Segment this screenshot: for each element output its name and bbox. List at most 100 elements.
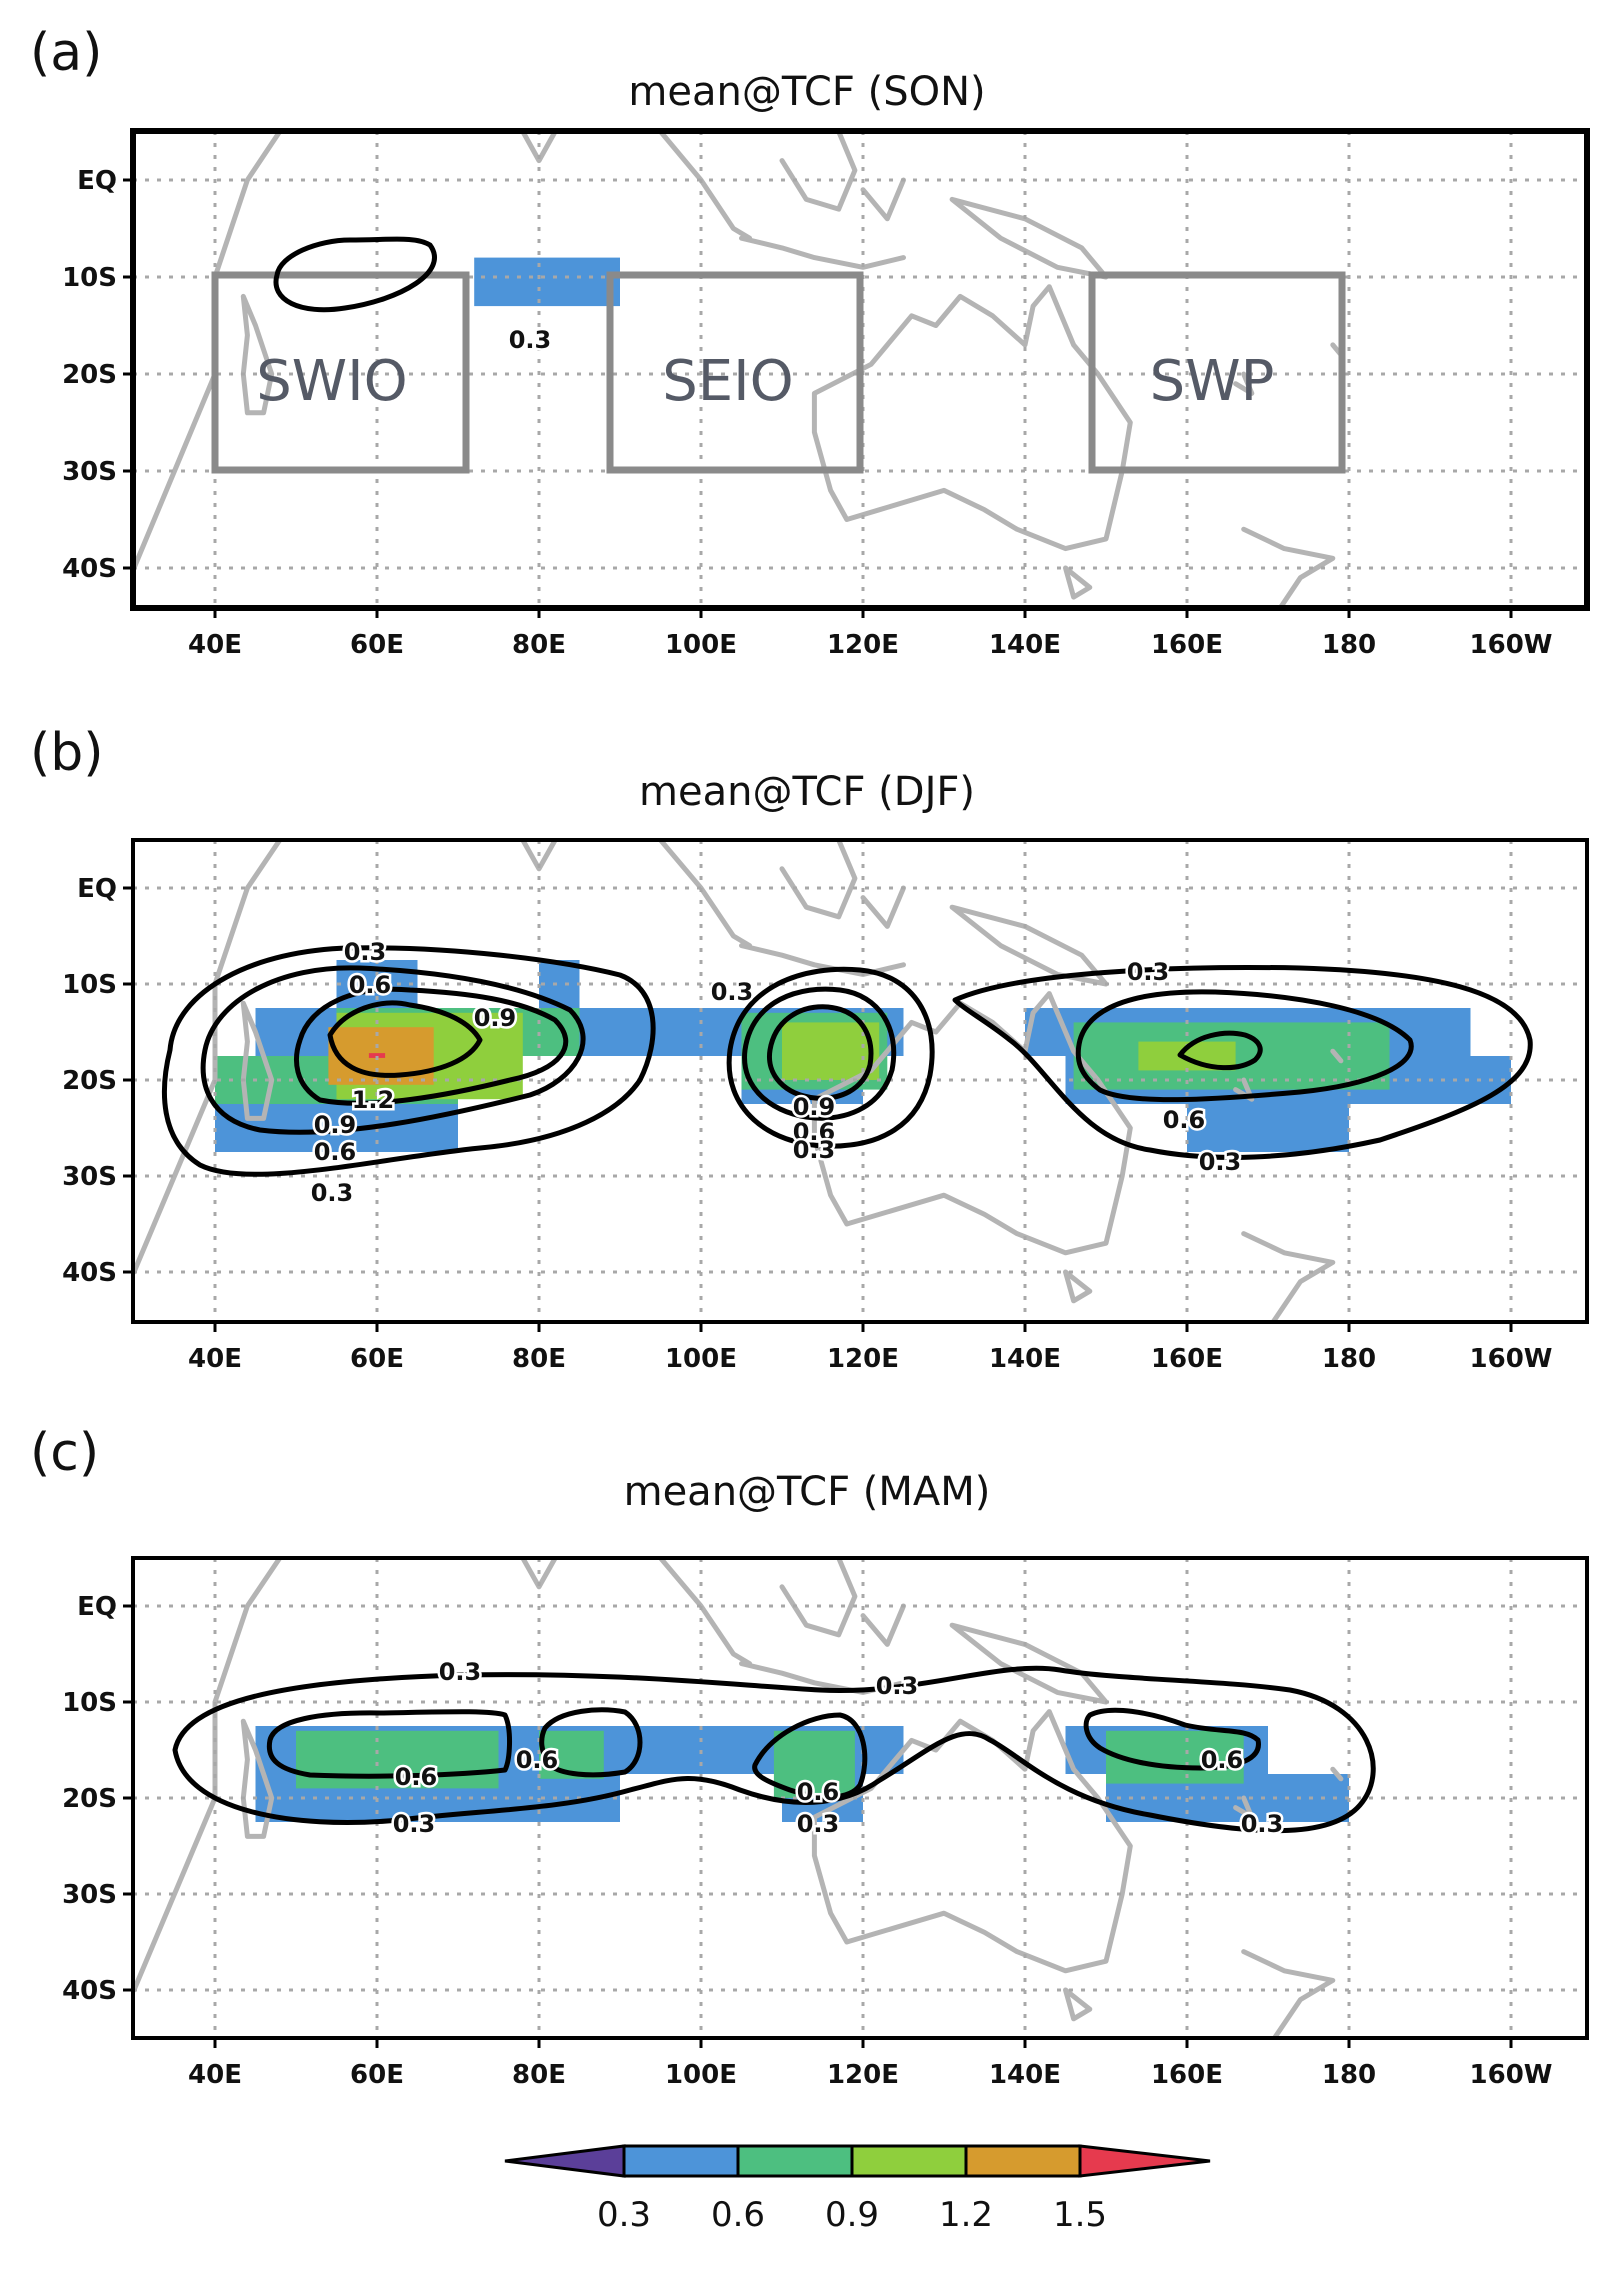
contour-label: 0.3: [876, 1672, 919, 1700]
y-tick-label: 40S: [62, 554, 117, 584]
panel-a: (a) mean@TCF (SON) SWIO SEIO SWP 0.3 EQ 1…: [30, 23, 1590, 660]
colorbar-swatch-0.9-1.2: [850, 2144, 968, 2178]
contour-0.6-c: [752, 1712, 868, 1800]
coastline: [240, 1718, 275, 1839]
coastline: [658, 840, 753, 949]
panel-b-label: (b): [30, 723, 104, 783]
x-tick-label: 60E: [350, 2060, 404, 2090]
contour-label: 0.3: [1241, 1810, 1284, 1838]
tcf-cell-0.6: [296, 1730, 499, 1789]
panel-a-y-axis: EQ 10S 20S 30S 40S: [62, 166, 133, 584]
coastline: [779, 1558, 858, 1638]
y-tick-label: 30S: [62, 1880, 117, 1910]
contour-label: 1.2: [352, 1086, 395, 1114]
coastline: [860, 1603, 906, 1647]
coastline: [1241, 526, 1336, 608]
region-label-swp: SWP: [1150, 349, 1275, 414]
contour-label: 0.6: [797, 1778, 840, 1806]
coastline: [658, 131, 753, 241]
y-tick-label: 30S: [62, 1162, 117, 1192]
coastline: [1330, 1048, 1344, 1064]
y-tick-label: EQ: [77, 874, 117, 904]
region-label-seio: SEIO: [662, 349, 794, 414]
contour-label: 0.6: [1163, 1106, 1206, 1134]
y-tick-label: 10S: [62, 1688, 117, 1718]
x-tick-label: 40E: [188, 630, 242, 660]
panel-a-label: (a): [30, 23, 102, 83]
panel-c-shading: [255, 1726, 1349, 1822]
x-tick-label: 60E: [350, 1344, 404, 1374]
coastline: [949, 196, 1109, 280]
colorbar-swatch-above-1.5: [1078, 2144, 1211, 2178]
x-tick-label: 160E: [1151, 630, 1223, 660]
colorbar-swatch-0.6-0.9: [736, 2144, 854, 2178]
coastline: [1063, 1987, 1093, 2022]
contour-label: 0.6: [314, 1138, 357, 1166]
coastline: [860, 177, 906, 222]
contour-0.6-a: [266, 1709, 512, 1779]
coastline: [779, 840, 858, 920]
panel-b-y-axis: EQ 10S 20S 30S 40S: [62, 874, 133, 1288]
region-box-swp: [1088, 271, 1346, 474]
y-tick-label: 20S: [62, 1066, 117, 1096]
x-tick-label: 40E: [188, 2060, 242, 2090]
panel-c-title: mean@TCF (MAM): [624, 1469, 991, 1515]
coastline: [811, 1709, 1133, 1974]
coastline: [1241, 1231, 1336, 1322]
contour-label: 0.3: [1199, 1148, 1242, 1176]
contour-0.3: [273, 236, 437, 313]
coastline: [1233, 1795, 1255, 1820]
contour-label: 0.9: [474, 1004, 517, 1032]
coastline: [240, 293, 275, 416]
region-box-swio: [211, 271, 470, 474]
x-tick-label: 140E: [989, 1344, 1061, 1374]
colorbar-tick-label: 0.3: [597, 2195, 651, 2235]
colorbar-tick-label: 0.9: [825, 2195, 879, 2235]
panel-a-contours: 0.3: [273, 236, 554, 357]
coastline: [811, 284, 1133, 552]
y-tick-label: 10S: [62, 970, 117, 1000]
colorbar-swatch-0.3-0.6: [622, 2144, 740, 2178]
coastline: [1233, 371, 1255, 396]
panel-c: (c) mean@TCF (MAM) 0.3 0.3 0.6 0.6 0.6 0…: [30, 1423, 1589, 2090]
y-tick-label: 10S: [62, 263, 117, 293]
x-tick-label: 160E: [1151, 1344, 1223, 1374]
panel-b-title: mean@TCF (DJF): [639, 769, 975, 815]
colorbar-tick-label: 1.5: [1053, 2195, 1107, 2235]
contour-label: 0.3: [439, 1658, 482, 1686]
contour-label: 0.3: [509, 326, 552, 354]
coastline: [1063, 1269, 1093, 1304]
contour-label: 0.3: [344, 938, 387, 966]
contour-0.9-west: [294, 986, 569, 1106]
x-tick-label: 80E: [512, 630, 566, 660]
coastline: [520, 1558, 558, 1590]
panel-c-contours: 0.3 0.3 0.6 0.6 0.6 0.6 0.3 0.3 0.3: [172, 1656, 1376, 1841]
contour-0.3-central: [726, 966, 935, 1149]
panel-a-regions: SWIO SEIO SWP: [211, 271, 1346, 474]
tcf-cell-1.5: [368, 1053, 386, 1058]
x-tick-label: 140E: [989, 2060, 1061, 2090]
contour-label: 0.6: [349, 971, 392, 999]
contour-0.3-east: [952, 964, 1533, 1160]
panel-b-x-axis: 40E 60E 80E 100E 120E 140E 160E 180 160W: [188, 1322, 1552, 1374]
x-tick-label: 40E: [188, 1344, 242, 1374]
colorbar: 0.3 0.6 0.9 1.2 1.5: [504, 2144, 1211, 2235]
y-tick-label: 30S: [62, 457, 117, 487]
coastline: [658, 1558, 753, 1667]
contour-0.6-west: [200, 965, 586, 1135]
coastline: [739, 235, 906, 270]
x-tick-label: 160W: [1470, 1344, 1553, 1374]
contour-label: 0.3: [1127, 958, 1170, 986]
y-tick-label: EQ: [77, 166, 117, 196]
region-box-seio: [606, 271, 864, 474]
x-tick-label: 180: [1322, 2060, 1376, 2090]
region-label-swio: SWIO: [256, 349, 408, 414]
coastline: [1063, 565, 1093, 600]
contour-0.6-central: [742, 986, 897, 1121]
panel-c-y-axis: EQ 10S 20S 30S 40S: [62, 1592, 133, 2006]
contour-label: 0.6: [516, 1746, 559, 1774]
colorbar-tick-label: 1.2: [939, 2195, 993, 2235]
colorbar-tick-label: 0.6: [711, 2195, 765, 2235]
colorbar-swatch-1.2-1.5: [964, 2144, 1082, 2178]
x-tick-label: 120E: [827, 630, 899, 660]
